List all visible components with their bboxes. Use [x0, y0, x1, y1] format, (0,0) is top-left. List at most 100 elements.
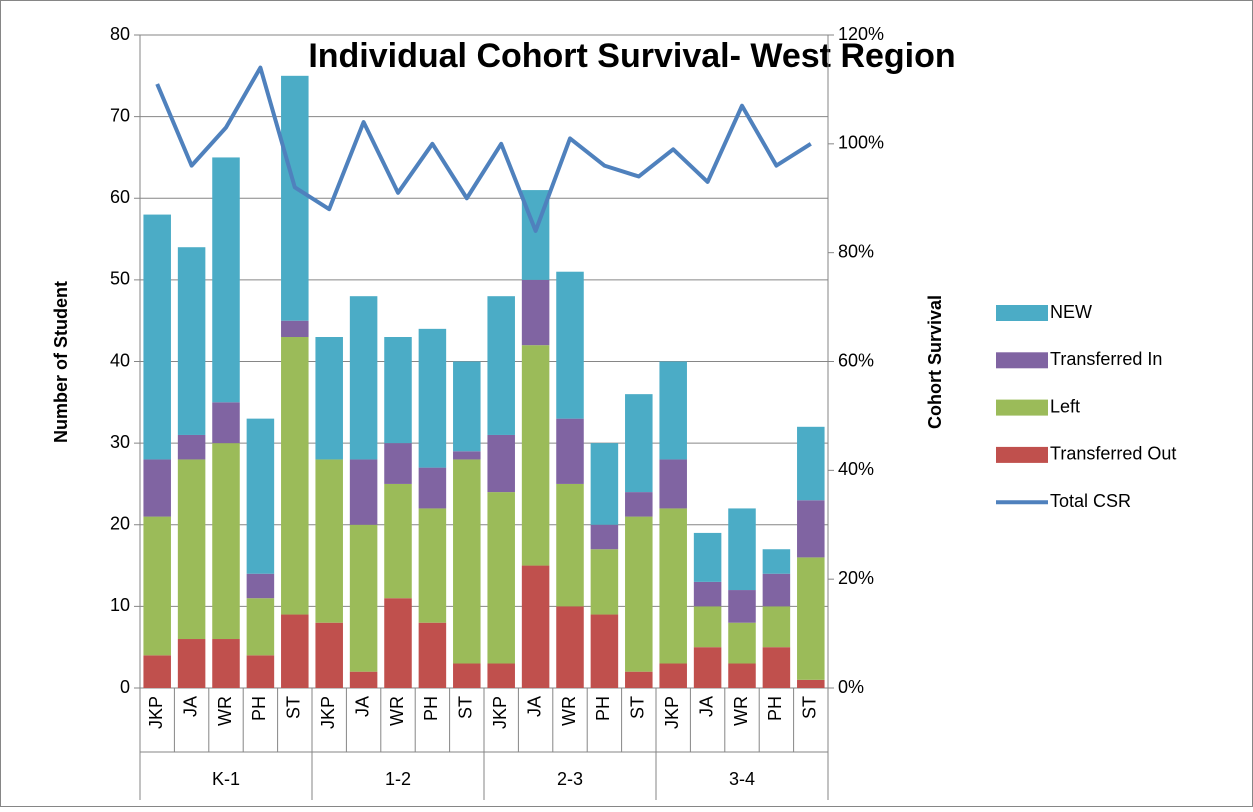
bar-segment	[487, 663, 515, 688]
bar-segment	[315, 337, 343, 460]
bar-segment	[453, 663, 481, 688]
x-tick-label: WR	[387, 696, 407, 726]
bar-segment	[659, 361, 687, 460]
bar-segment	[625, 492, 653, 517]
x-tick-label: PH	[765, 696, 785, 721]
bar-segment	[693, 532, 722, 582]
legend-label: Left	[1050, 396, 1080, 416]
bar-segment	[728, 622, 756, 664]
bar-segment	[212, 402, 240, 444]
bar-segment	[384, 337, 412, 444]
x-tick-label: WR	[731, 696, 751, 726]
bar-segment	[659, 663, 687, 688]
bar-segment	[212, 443, 240, 640]
bar-segment	[418, 328, 447, 468]
bar-segment	[212, 157, 240, 403]
bar-segment	[177, 459, 206, 640]
y-tick-label: 40	[110, 350, 130, 370]
bar-segment	[521, 565, 550, 688]
bar-segment	[797, 426, 825, 501]
x-tick-label: JKP	[662, 696, 682, 729]
bar-segment	[418, 508, 447, 623]
bar-segment	[418, 622, 447, 688]
bar-segment	[349, 671, 378, 688]
bar-segment	[453, 361, 481, 452]
bar-segment	[453, 459, 481, 664]
bar-segment	[384, 443, 412, 484]
bar-segment	[693, 581, 722, 607]
bar-segment	[384, 483, 412, 599]
group-label: 1-2	[385, 769, 411, 789]
legend-label: Transferred In	[1050, 349, 1162, 369]
x-tick-label: PH	[249, 696, 269, 721]
y2-tick-label: 100%	[838, 133, 884, 153]
bar-segment	[556, 271, 584, 419]
y-tick-label: 30	[110, 432, 130, 452]
bar-segment	[762, 606, 791, 648]
bar-segment	[315, 622, 343, 688]
bar-segment	[281, 75, 309, 321]
y-tick-label: 20	[110, 514, 130, 534]
bar-segment	[246, 573, 275, 599]
bar-segment	[177, 639, 206, 688]
y-tick-label: 10	[110, 595, 130, 615]
y-axis-title: Number of Student	[51, 281, 71, 443]
y-tick-label: 0	[120, 677, 130, 697]
bar-segment	[625, 671, 653, 688]
bar-segment	[590, 524, 619, 550]
bar-segment	[487, 492, 515, 664]
legend-swatch	[996, 352, 1048, 369]
bar-segment	[625, 516, 653, 672]
legend-label: NEW	[1050, 302, 1092, 322]
x-tick-label: JKP	[490, 696, 510, 729]
bar-segment	[349, 296, 378, 460]
chart-title: Individual Cohort Survival- West Region	[308, 37, 955, 75]
bar-segment	[728, 663, 756, 688]
bar-segment	[281, 614, 309, 688]
bar-segment	[281, 320, 309, 338]
bar-segment	[728, 590, 756, 623]
line-series	[155, 65, 812, 233]
bar-segment	[728, 508, 756, 591]
bar-segment	[143, 214, 171, 460]
y-tick-label: 80	[110, 24, 130, 44]
bar-segment	[349, 524, 378, 672]
bar-segment	[556, 483, 584, 607]
bar-segment	[487, 434, 515, 493]
x-tick-label: WR	[559, 696, 579, 726]
bar-segment	[453, 451, 481, 460]
bar-segment	[487, 296, 515, 435]
bar-segment	[143, 516, 171, 656]
bar-segment	[177, 434, 206, 460]
y2-tick-label: 60%	[838, 350, 874, 370]
bar-segment	[762, 573, 791, 607]
x-tick-label: PH	[421, 696, 441, 721]
bar-segment	[797, 500, 825, 558]
bar-segment	[246, 598, 275, 656]
x-tick-label: ST	[628, 696, 648, 719]
group-label: 2-3	[557, 769, 583, 789]
bar-segment	[590, 549, 619, 615]
bar-segment	[590, 614, 619, 688]
bar-segment	[212, 639, 240, 688]
bar-segment	[556, 418, 584, 484]
bar-segment	[143, 655, 171, 688]
bar-segment	[590, 443, 619, 525]
x-tick-label: ST	[800, 696, 820, 719]
bar-segment	[246, 418, 275, 574]
bar-segment	[625, 394, 653, 493]
y2-axis-title: Cohort Survival	[925, 295, 945, 429]
legend-label: Transferred Out	[1050, 444, 1176, 464]
y2-tick-label: 40%	[838, 459, 874, 479]
bar-segment	[659, 508, 687, 664]
x-tick-label: JA	[696, 696, 716, 717]
bar-segment	[315, 459, 343, 623]
bar-segment	[797, 557, 825, 680]
bar-segment	[521, 345, 550, 566]
bar-segment	[797, 679, 825, 688]
legend-swatch	[996, 305, 1048, 321]
y-tick-label: 50	[110, 269, 130, 289]
y2-tick-label: 20%	[838, 568, 874, 588]
bar-segment	[521, 279, 550, 346]
